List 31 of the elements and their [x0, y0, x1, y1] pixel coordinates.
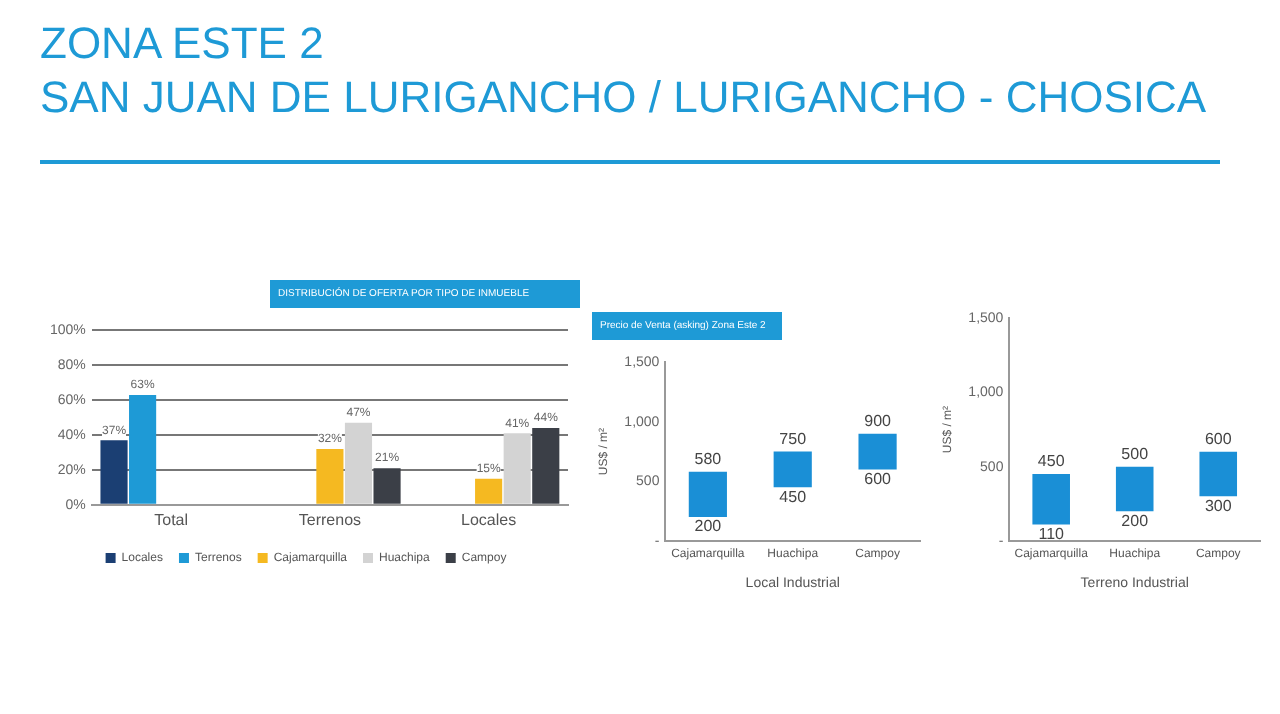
annotation: 500 — [1121, 445, 1150, 464]
x-tick-label: Locales — [461, 510, 517, 529]
bar — [129, 394, 157, 504]
annotation: 900 — [864, 412, 893, 431]
bar — [1032, 474, 1070, 525]
bar — [344, 422, 373, 504]
annotation: 600 — [864, 469, 893, 488]
bar — [1115, 466, 1154, 512]
annotation: 750 — [779, 430, 808, 449]
bar — [858, 433, 897, 470]
annotation: 110 — [1038, 524, 1066, 543]
bar — [773, 451, 812, 488]
bar — [475, 478, 503, 504]
bar — [100, 440, 128, 504]
text: SAN JUAN DE LURIGANCHO / LURIGANCHO - CHOSICA — [40, 70, 1209, 124]
x-tick-label: Terrenos — [298, 510, 362, 529]
annotation: 450 — [779, 487, 808, 506]
bar — [688, 471, 727, 518]
annotation: 300 — [1204, 496, 1233, 515]
annotation: 580 — [694, 450, 723, 469]
bar — [503, 433, 531, 504]
x-tick-label: Total — [154, 510, 189, 529]
annotation: 600 — [1204, 430, 1233, 449]
bar — [532, 428, 560, 504]
bar — [1199, 451, 1238, 497]
annotation: 200 — [694, 517, 723, 536]
annotation: 450 — [1037, 452, 1066, 471]
annotation: 200 — [1121, 511, 1150, 530]
bar — [373, 468, 401, 504]
text: ZONA ESTE 2 — [40, 16, 326, 70]
bar — [316, 448, 344, 504]
